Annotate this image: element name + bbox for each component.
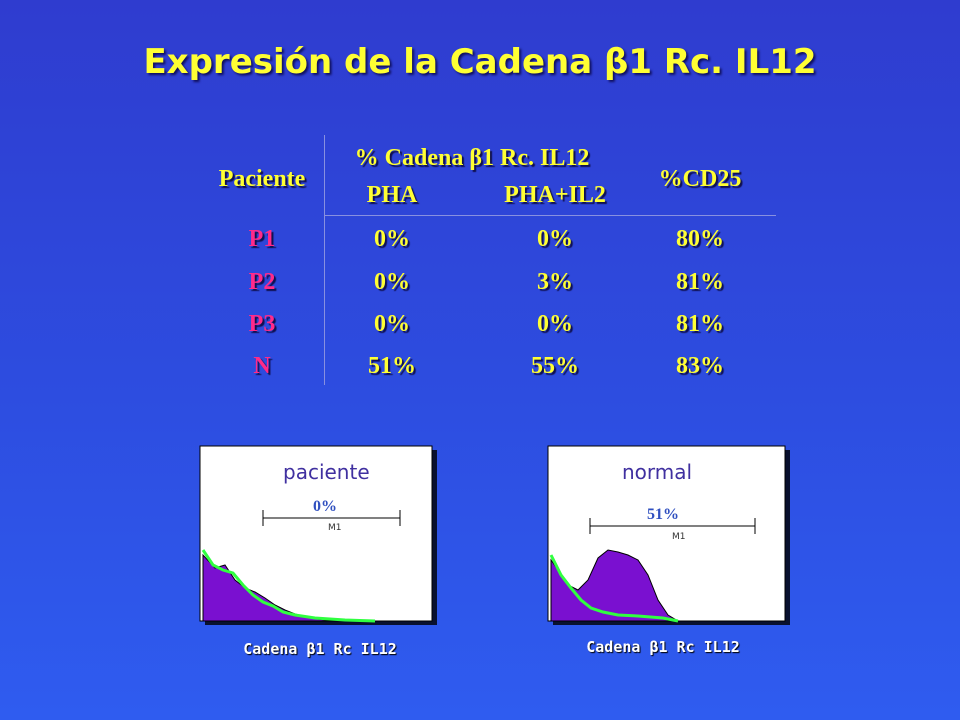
histogram-axis-label: Cadena β1 Rc IL12 — [243, 640, 397, 658]
row-label: P1 — [248, 226, 276, 252]
table-cell: 55% — [531, 353, 579, 379]
table-divider — [324, 135, 325, 385]
slide-title: Expresión de la Cadena β1 Rc. IL12 — [143, 42, 817, 82]
table-cell: 0% — [374, 311, 410, 337]
header-sub: PHA — [366, 182, 418, 208]
histogram-percent: 51% — [647, 506, 679, 523]
histogram-axis-label: Cadena β1 Rc IL12 — [586, 638, 740, 656]
header-patient: Paciente — [218, 166, 306, 192]
header-sub: PHA+IL2 — [504, 182, 606, 208]
table-divider — [324, 215, 776, 216]
table-cell: 3% — [537, 269, 573, 295]
table-cell: 0% — [537, 226, 573, 252]
row-label: N — [253, 353, 271, 379]
table-cell: 0% — [374, 269, 410, 295]
header-cd25: %CD25 — [658, 166, 742, 192]
table-cell: 0% — [374, 226, 410, 252]
gate-marker: M1 — [672, 532, 686, 542]
histogram-panel — [199, 445, 437, 625]
histogram-label: paciente — [283, 460, 370, 484]
gate-marker: M1 — [328, 523, 342, 533]
histogram-percent: 0% — [313, 498, 337, 515]
row-label: P2 — [248, 269, 276, 295]
header-group: % Cadena β1 Rc. IL12 — [354, 145, 590, 171]
table-cell: 81% — [676, 311, 724, 337]
table-cell: 81% — [676, 269, 724, 295]
histogram-label: normal — [622, 460, 693, 484]
histogram-panel — [547, 445, 790, 625]
table-cell: 80% — [676, 226, 724, 252]
table-cell: 0% — [537, 311, 573, 337]
row-label: P3 — [248, 311, 276, 337]
table-cell: 83% — [676, 353, 724, 379]
table-cell: 51% — [368, 353, 416, 379]
